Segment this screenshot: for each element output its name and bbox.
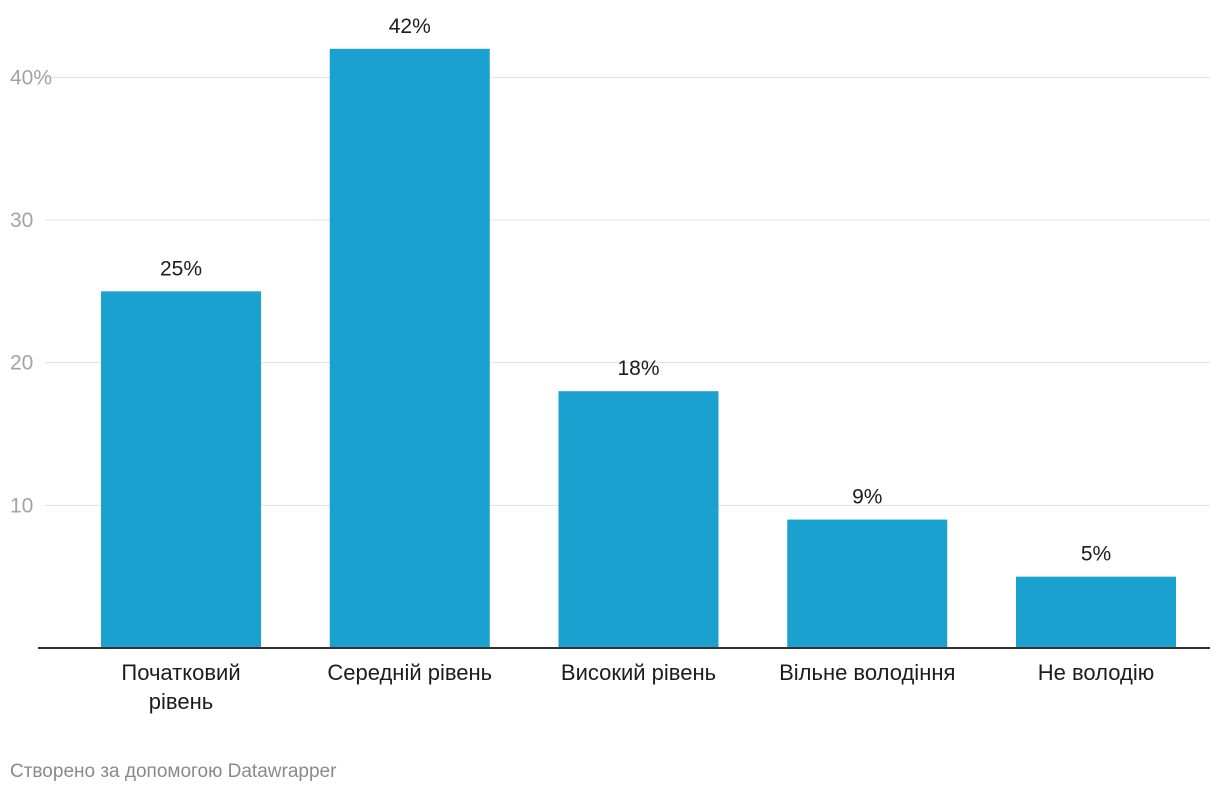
y-tick-label: 40% xyxy=(10,66,52,89)
credit-text: Створено за допомогою Datawrapper xyxy=(10,761,337,782)
bar xyxy=(101,291,261,648)
x-tick-label: Середній рівень xyxy=(327,660,492,685)
x-tick-label: Не володію xyxy=(1038,660,1155,685)
y-tick-label: 30 xyxy=(10,209,33,232)
x-tick-label: Високий рівень xyxy=(561,660,716,685)
data-label: 25% xyxy=(160,257,202,280)
bar xyxy=(1016,576,1176,648)
data-label: 5% xyxy=(1081,543,1111,566)
y-tick-label: 20 xyxy=(10,352,33,375)
bar xyxy=(558,391,719,648)
bar xyxy=(787,519,948,648)
bar xyxy=(329,48,490,649)
bars xyxy=(101,48,1176,649)
x-tick-label: Вільне володіння xyxy=(779,660,955,685)
data-label: 42% xyxy=(389,15,431,38)
data-labels: 25% 42% 18% 9% 5% xyxy=(160,15,1111,566)
y-tick-label: 10 xyxy=(10,494,33,517)
x-tick-label: Початковий рівень xyxy=(121,660,240,714)
x-axis-ticks: Початковий рівень Середній рівень Високий р… xyxy=(121,660,1154,714)
data-label: 9% xyxy=(852,486,882,509)
data-label: 18% xyxy=(617,357,659,380)
y-axis-ticks: 10 20 30 40% xyxy=(10,66,52,517)
